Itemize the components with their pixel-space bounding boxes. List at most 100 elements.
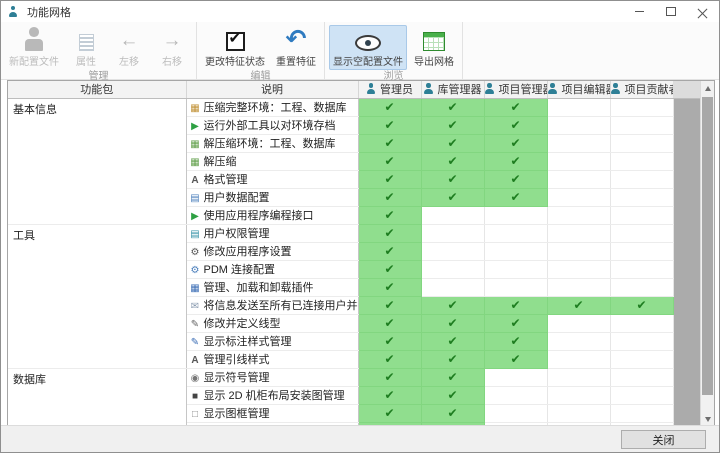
permission-cell-empty[interactable] <box>547 152 611 171</box>
permission-cell-checked[interactable]: ✔ <box>358 97 422 117</box>
close-dialog-button[interactable]: 关闭 <box>621 430 706 449</box>
permission-cell-checked[interactable]: ✔ <box>421 404 485 423</box>
column-header-role[interactable]: 库管理器 <box>421 81 485 99</box>
permission-cell-checked[interactable]: ✔ <box>358 260 422 279</box>
permission-cell-empty[interactable] <box>610 404 674 423</box>
permission-cell-empty[interactable] <box>610 278 674 297</box>
permission-cell-empty[interactable] <box>547 386 611 405</box>
permission-cell-empty[interactable] <box>547 97 611 117</box>
permission-cell-checked[interactable]: ✔ <box>484 152 548 171</box>
permission-cell-checked[interactable]: ✔ <box>421 97 485 117</box>
permission-cell-checked[interactable]: ✔ <box>484 97 548 117</box>
permission-cell-checked[interactable]: ✔ <box>484 116 548 135</box>
permission-cell-checked[interactable]: ✔ <box>421 296 485 315</box>
permission-cell-empty[interactable] <box>610 350 674 369</box>
permission-cell-checked[interactable]: ✔ <box>358 223 422 243</box>
permission-cell-empty[interactable] <box>547 242 611 261</box>
permission-cell-empty[interactable] <box>610 223 674 243</box>
permission-cell-checked[interactable]: ✔ <box>421 170 485 189</box>
permission-cell-empty[interactable] <box>547 278 611 297</box>
permission-cell-empty[interactable] <box>421 260 485 279</box>
scrollbar-thumb[interactable] <box>702 97 713 395</box>
permission-cell-checked[interactable]: ✔ <box>358 350 422 369</box>
permission-cell-checked[interactable]: ✔ <box>421 116 485 135</box>
permission-cell-empty[interactable] <box>547 404 611 423</box>
permission-cell-checked[interactable]: ✔ <box>421 367 485 387</box>
permission-cell-checked[interactable]: ✔ <box>358 134 422 153</box>
permission-cell-empty[interactable] <box>547 170 611 189</box>
permission-cell-empty[interactable] <box>547 223 611 243</box>
permission-cell-checked[interactable]: ✔ <box>484 170 548 189</box>
permission-cell-empty[interactable] <box>610 188 674 207</box>
column-header-role[interactable]: 项目贡献者 <box>610 81 674 99</box>
permission-cell-checked[interactable]: ✔ <box>358 296 422 315</box>
permission-cell-empty[interactable] <box>421 206 485 225</box>
permission-cell-empty[interactable] <box>547 116 611 135</box>
permission-cell-empty[interactable] <box>547 422 611 427</box>
column-header-description[interactable]: 说明 <box>186 81 359 99</box>
permission-cell-checked[interactable]: ✔ <box>421 386 485 405</box>
permission-cell-checked[interactable]: ✔ <box>358 386 422 405</box>
permission-cell-empty[interactable] <box>484 223 548 243</box>
permission-cell-empty[interactable] <box>610 170 674 189</box>
vertical-scrollbar[interactable] <box>700 81 714 427</box>
permission-cell-checked[interactable]: ✔ <box>484 350 548 369</box>
move-left-button[interactable]: ← 左移 <box>109 25 149 70</box>
permission-cell-empty[interactable] <box>547 350 611 369</box>
permission-cell-empty[interactable] <box>547 188 611 207</box>
permission-cell-checked[interactable]: ✔ <box>421 350 485 369</box>
permission-cell-empty[interactable] <box>610 367 674 387</box>
permission-cell-checked[interactable]: ✔ <box>358 170 422 189</box>
permission-cell-empty[interactable] <box>610 116 674 135</box>
permission-cell-empty[interactable] <box>484 404 548 423</box>
permission-cell-checked[interactable]: ✔ <box>421 188 485 207</box>
permission-cell-empty[interactable] <box>610 242 674 261</box>
permission-cell-checked[interactable]: ✔ <box>484 134 548 153</box>
permission-cell-empty[interactable] <box>484 367 548 387</box>
column-header-role[interactable]: 管理员 <box>358 81 422 99</box>
permission-cell-checked[interactable]: ✔ <box>358 242 422 261</box>
permission-cell-checked[interactable]: ✔ <box>484 332 548 351</box>
permission-cell-checked[interactable]: ✔ <box>358 152 422 171</box>
permission-cell-empty[interactable] <box>484 206 548 225</box>
permission-cell-checked[interactable]: ✔ <box>421 134 485 153</box>
permission-cell-checked[interactable]: ✔ <box>358 278 422 297</box>
permission-cell-empty[interactable] <box>484 260 548 279</box>
permission-cell-checked[interactable]: ✔ <box>484 314 548 333</box>
column-header-role[interactable]: 项目编辑器 <box>547 81 611 99</box>
permission-cell-checked[interactable]: ✔ <box>358 116 422 135</box>
permission-cell-checked[interactable]: ✔ <box>358 332 422 351</box>
permission-cell-empty[interactable] <box>610 422 674 427</box>
permission-cell-checked[interactable]: ✔ <box>421 152 485 171</box>
permission-cell-empty[interactable] <box>610 260 674 279</box>
permission-cell-empty[interactable] <box>547 260 611 279</box>
permission-cell-empty[interactable] <box>547 314 611 333</box>
scroll-down-button[interactable] <box>701 412 714 427</box>
permission-cell-empty[interactable] <box>421 223 485 243</box>
permission-cell-checked[interactable]: ✔ <box>358 206 422 225</box>
permission-cell-checked[interactable]: ✔ <box>484 188 548 207</box>
permission-cell-empty[interactable] <box>610 332 674 351</box>
permission-cell-checked[interactable]: ✔ <box>547 296 611 315</box>
permission-cell-checked[interactable]: ✔ <box>421 332 485 351</box>
permission-cell-checked[interactable]: ✔ <box>358 367 422 387</box>
new-profile-button[interactable]: 新配置文件 <box>5 25 63 70</box>
permission-cell-empty[interactable] <box>484 386 548 405</box>
permission-cell-empty[interactable] <box>610 206 674 225</box>
permission-cell-empty[interactable] <box>484 242 548 261</box>
minimize-button[interactable] <box>623 1 655 22</box>
permission-cell-empty[interactable] <box>421 278 485 297</box>
scroll-up-button[interactable] <box>701 81 714 96</box>
column-header-package[interactable]: 功能包 <box>8 81 187 99</box>
export-grid-button[interactable]: 导出网格 <box>410 25 458 70</box>
permission-cell-empty[interactable] <box>610 314 674 333</box>
permission-cell-checked[interactable]: ✔ <box>421 314 485 333</box>
column-header-role[interactable]: 项目管理器 <box>484 81 548 99</box>
permission-cell-checked[interactable]: ✔ <box>358 314 422 333</box>
permission-cell-empty[interactable] <box>610 134 674 153</box>
permission-cell-empty[interactable] <box>484 278 548 297</box>
permission-cell-checked[interactable]: ✔ <box>484 296 548 315</box>
permission-cell-empty[interactable] <box>610 97 674 117</box>
permission-cell-empty[interactable] <box>547 134 611 153</box>
permission-cell-checked[interactable]: ✔ <box>610 296 674 315</box>
